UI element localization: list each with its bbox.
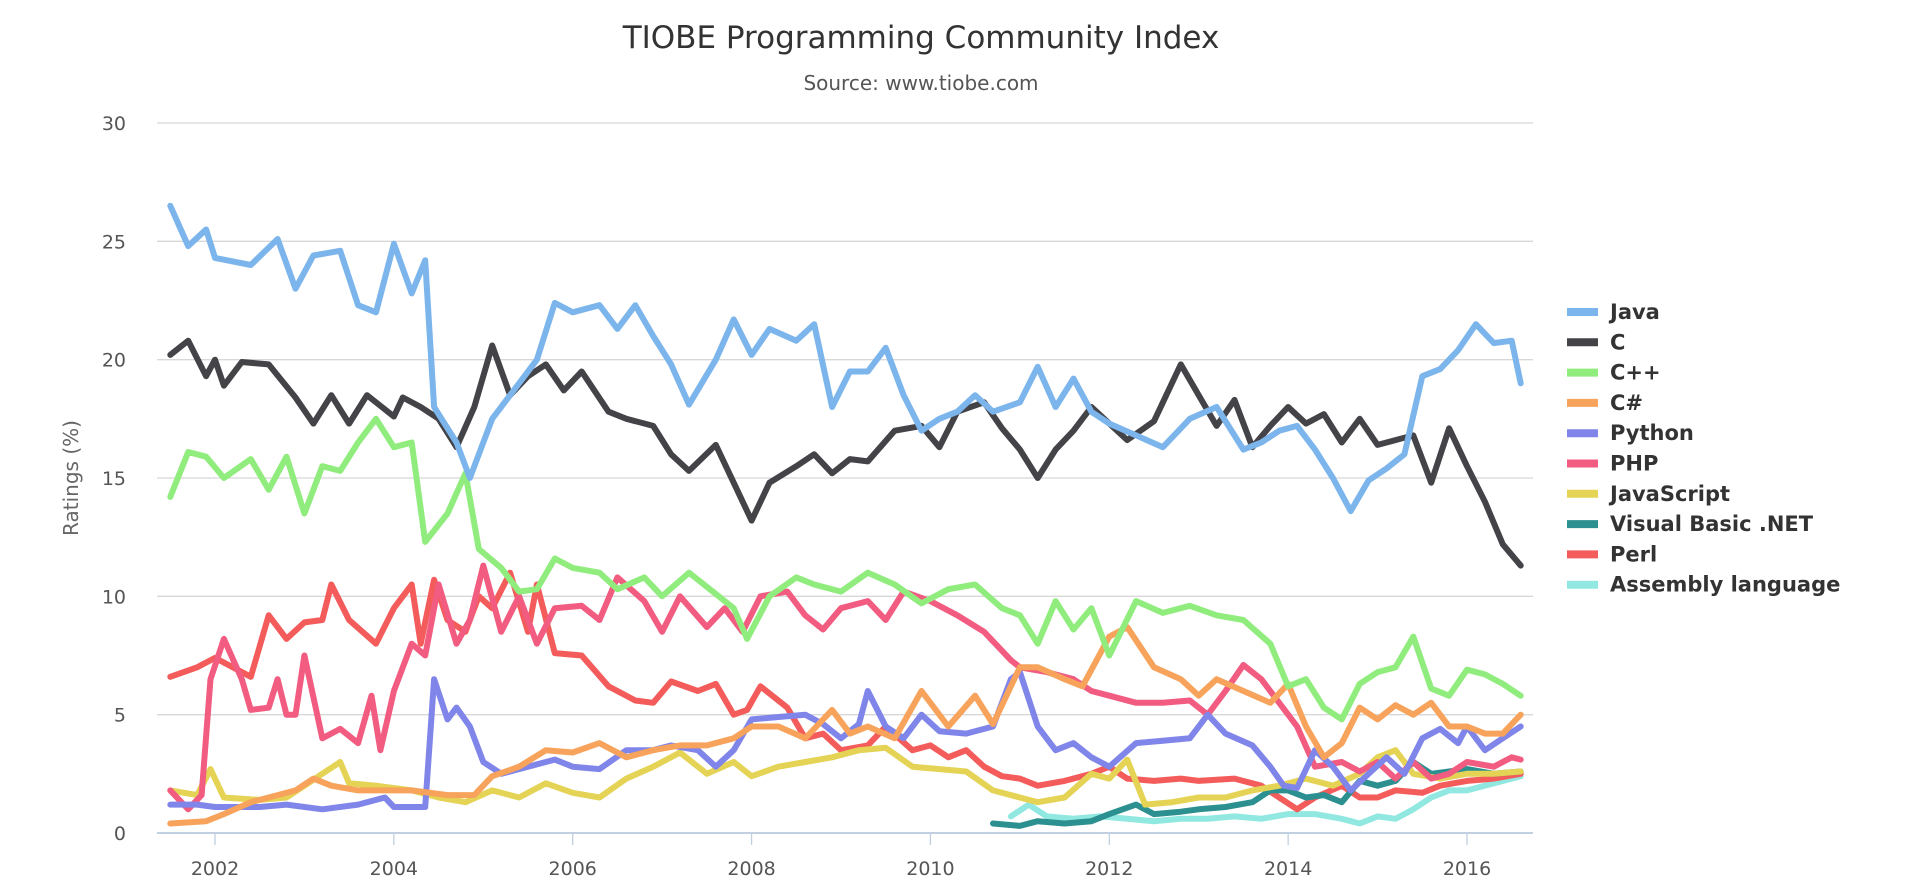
y-tick-label: 10 bbox=[102, 586, 126, 608]
y-axis-ticks: 0 5 10 15 20 25 30 bbox=[102, 113, 126, 845]
y-tick-label: 30 bbox=[102, 113, 126, 135]
x-tick-label: 2004 bbox=[370, 858, 418, 880]
legend-item[interactable]: Assembly language bbox=[1567, 573, 1840, 597]
x-tick-label: 2014 bbox=[1264, 858, 1312, 880]
legend-label: C bbox=[1610, 330, 1625, 354]
y-axis-title: Ratings (%) bbox=[59, 420, 83, 536]
chart-title: TIOBE Programming Community Index bbox=[622, 20, 1220, 56]
chart-subtitle: Source: www.tiobe.com bbox=[803, 71, 1038, 95]
series-lines bbox=[167, 202, 1524, 829]
legend-label: JavaScript bbox=[1608, 482, 1730, 506]
legend-item[interactable]: JavaScript bbox=[1567, 482, 1730, 506]
y-tick-label: 15 bbox=[102, 468, 126, 490]
x-axis-ticks: 2002 2004 2006 2008 2010 2012 2014 2016 bbox=[191, 833, 1491, 880]
y-tick-label: 20 bbox=[102, 350, 126, 372]
series-line-java bbox=[167, 202, 1524, 515]
series-line-c- bbox=[167, 415, 1524, 723]
legend-label: C# bbox=[1610, 391, 1643, 415]
series-line-c bbox=[167, 337, 1524, 569]
legend-label: Python bbox=[1610, 421, 1694, 445]
y-tick-label: 25 bbox=[102, 231, 126, 253]
series-line-php bbox=[167, 562, 1524, 813]
legend-item[interactable]: Perl bbox=[1567, 542, 1657, 566]
legend-item[interactable]: C# bbox=[1567, 391, 1643, 415]
x-tick-label: 2008 bbox=[727, 858, 775, 880]
x-tick-label: 2012 bbox=[1085, 858, 1133, 880]
legend-item[interactable]: Visual Basic .NET bbox=[1567, 512, 1814, 536]
legend-item[interactable]: PHP bbox=[1567, 452, 1658, 476]
legend-item[interactable]: C bbox=[1567, 330, 1625, 354]
legend-item[interactable]: Python bbox=[1567, 421, 1694, 445]
series-line-c- bbox=[167, 624, 1524, 827]
legend-label: Visual Basic .NET bbox=[1610, 512, 1814, 536]
x-tick-label: 2010 bbox=[906, 858, 954, 880]
legend: Java C C++ C# Python PHP JavaScript Visual Basi… bbox=[1567, 300, 1840, 597]
y-tick-label: 5 bbox=[114, 705, 126, 727]
legend-label: Java bbox=[1608, 300, 1660, 324]
legend-item[interactable]: C++ bbox=[1567, 361, 1661, 385]
x-tick-label: 2002 bbox=[191, 858, 239, 880]
series-line-perl bbox=[167, 569, 1524, 813]
legend-label: Perl bbox=[1610, 542, 1657, 566]
series-line-assembly-language bbox=[1007, 773, 1524, 827]
x-tick-label: 2006 bbox=[549, 858, 597, 880]
y-tick-label: 0 bbox=[114, 823, 126, 845]
legend-label: PHP bbox=[1610, 452, 1658, 476]
x-tick-label: 2016 bbox=[1443, 858, 1491, 880]
legend-item[interactable]: Java bbox=[1567, 300, 1660, 324]
legend-label: Assembly language bbox=[1610, 573, 1840, 597]
legend-label: C++ bbox=[1610, 361, 1661, 385]
